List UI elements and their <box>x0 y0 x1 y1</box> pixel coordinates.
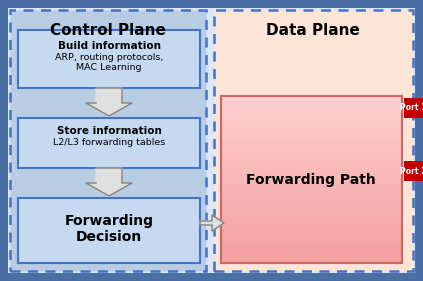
Text: Store information: Store information <box>57 126 162 136</box>
FancyBboxPatch shape <box>404 98 423 118</box>
FancyBboxPatch shape <box>221 205 402 209</box>
FancyBboxPatch shape <box>221 225 402 230</box>
FancyBboxPatch shape <box>221 221 402 225</box>
FancyBboxPatch shape <box>221 213 402 217</box>
FancyBboxPatch shape <box>221 209 402 213</box>
Polygon shape <box>86 88 132 116</box>
FancyBboxPatch shape <box>18 118 200 168</box>
Text: ARP, routing protocols,
MAC Learning: ARP, routing protocols, MAC Learning <box>55 53 163 72</box>
FancyBboxPatch shape <box>221 175 402 180</box>
Text: Port 2: Port 2 <box>400 167 423 176</box>
FancyBboxPatch shape <box>221 133 402 138</box>
FancyBboxPatch shape <box>404 161 423 181</box>
FancyBboxPatch shape <box>221 104 402 108</box>
Text: L2/L3 forwarding tables: L2/L3 forwarding tables <box>53 138 165 147</box>
FancyBboxPatch shape <box>221 259 402 263</box>
FancyBboxPatch shape <box>221 184 402 188</box>
Text: Data Plane: Data Plane <box>266 23 360 38</box>
FancyBboxPatch shape <box>221 155 402 159</box>
FancyBboxPatch shape <box>221 180 402 184</box>
FancyBboxPatch shape <box>221 129 402 133</box>
FancyBboxPatch shape <box>221 138 402 142</box>
FancyBboxPatch shape <box>221 250 402 255</box>
FancyBboxPatch shape <box>221 255 402 259</box>
FancyBboxPatch shape <box>221 200 402 205</box>
FancyBboxPatch shape <box>221 238 402 242</box>
FancyBboxPatch shape <box>221 100 402 104</box>
FancyBboxPatch shape <box>221 246 402 250</box>
FancyBboxPatch shape <box>221 121 402 125</box>
FancyBboxPatch shape <box>18 30 200 88</box>
FancyBboxPatch shape <box>10 10 206 271</box>
FancyBboxPatch shape <box>221 96 402 100</box>
FancyBboxPatch shape <box>18 198 200 263</box>
Text: Port 1: Port 1 <box>400 103 423 112</box>
FancyBboxPatch shape <box>221 230 402 234</box>
Text: Forwarding
Decision: Forwarding Decision <box>64 214 154 244</box>
FancyBboxPatch shape <box>214 10 413 271</box>
FancyBboxPatch shape <box>221 234 402 238</box>
FancyBboxPatch shape <box>221 150 402 155</box>
Text: Forwarding Path: Forwarding Path <box>246 173 376 187</box>
FancyBboxPatch shape <box>221 159 402 163</box>
FancyBboxPatch shape <box>221 142 402 146</box>
Polygon shape <box>86 168 132 196</box>
Text: Build information: Build information <box>58 41 160 51</box>
Polygon shape <box>200 215 224 231</box>
FancyBboxPatch shape <box>221 196 402 200</box>
FancyBboxPatch shape <box>221 188 402 192</box>
FancyBboxPatch shape <box>221 192 402 196</box>
FancyBboxPatch shape <box>221 117 402 121</box>
FancyBboxPatch shape <box>221 146 402 150</box>
FancyBboxPatch shape <box>8 8 415 273</box>
FancyBboxPatch shape <box>221 167 402 171</box>
FancyBboxPatch shape <box>221 217 402 221</box>
FancyBboxPatch shape <box>221 171 402 175</box>
FancyBboxPatch shape <box>221 113 402 117</box>
FancyBboxPatch shape <box>221 108 402 113</box>
FancyBboxPatch shape <box>221 125 402 129</box>
Text: Control Plane: Control Plane <box>50 23 166 38</box>
FancyBboxPatch shape <box>221 242 402 246</box>
FancyBboxPatch shape <box>221 163 402 167</box>
